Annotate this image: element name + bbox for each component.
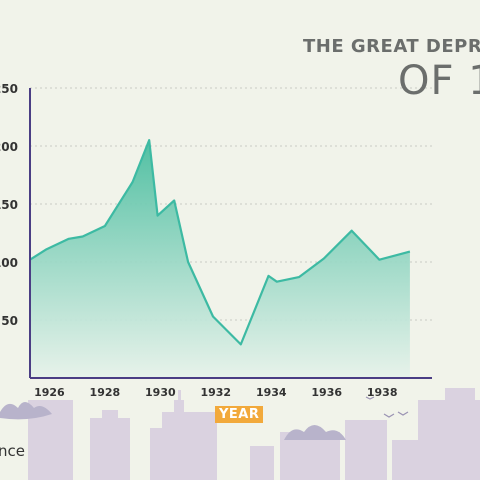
- chart-title-line2: OF 1: [398, 58, 480, 104]
- y-tick-label: 150: [0, 198, 18, 212]
- x-tick-label: 1936: [311, 386, 342, 399]
- x-tick-label: 1928: [90, 386, 121, 399]
- x-tick-label: 1932: [200, 386, 231, 399]
- y-tick-label: 250: [0, 82, 18, 96]
- x-tick-label: 1930: [145, 386, 176, 399]
- data-line: [29, 139, 411, 346]
- cloud-decoration: [0, 402, 346, 440]
- x-axis-tick-labels: 1926 1928 1930 1932 1934 1936 1938: [34, 386, 397, 399]
- bird-decoration: [365, 396, 409, 418]
- y-tick-label: 50: [1, 314, 18, 328]
- chart-title-line1: THE GREAT DEPR: [303, 36, 480, 57]
- x-axis-label: YEAR: [215, 406, 264, 423]
- data-area: [30, 140, 410, 378]
- source-text-fragment: nce: [0, 442, 25, 460]
- y-tick-label: 100: [0, 256, 18, 270]
- x-tick-label: 1938: [367, 386, 398, 399]
- y-tick-label: 200: [0, 140, 18, 154]
- x-tick-label: 1926: [34, 386, 65, 399]
- skyline-decoration: [28, 388, 480, 480]
- y-axis-tick-labels: 50 100 150 200 250: [0, 82, 18, 328]
- x-tick-label: 1934: [256, 386, 287, 399]
